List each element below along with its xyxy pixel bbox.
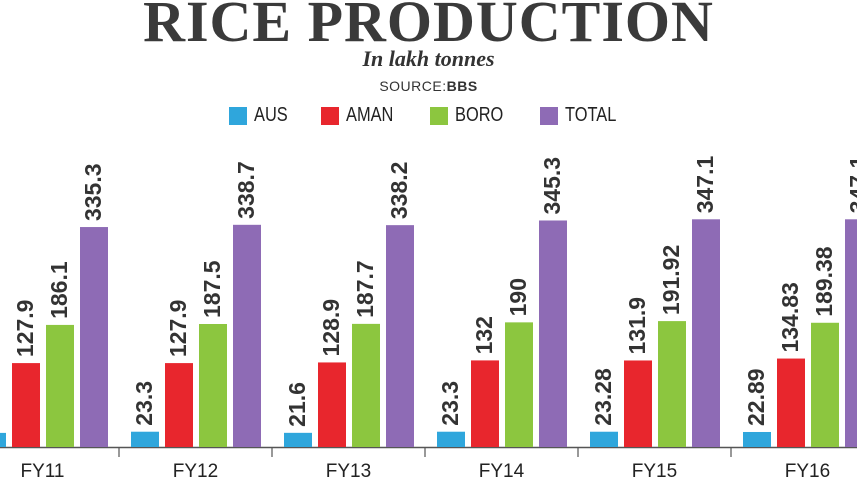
legend-swatch-boro [430, 106, 449, 125]
bar-aus-fy14 [437, 431, 465, 447]
data-label-boro-fy16: 189.38 [811, 246, 837, 317]
bar-aus-fy16 [743, 431, 771, 447]
source-note: SOURCE:BBS [0, 78, 857, 94]
legend-item-aman: AMAN [321, 104, 404, 127]
data-label-aus-fy16: 22.89 [743, 368, 769, 426]
bar-boro-fy13 [352, 323, 380, 447]
bar-total-fy13 [386, 225, 414, 447]
bar-aus-fy13 [284, 432, 312, 447]
data-label-aus-fy12: 23.3 [131, 381, 157, 426]
legend-item-total: TOTAL [540, 104, 628, 127]
category-label: FY15 [632, 461, 677, 482]
bar-total-fy12 [233, 224, 261, 447]
chart-subtitle: In lakh tonnes [362, 46, 495, 71]
legend-swatch-aman [321, 106, 340, 125]
data-label-aus-fy14: 23.3 [437, 381, 463, 426]
source-label: SOURCE: [379, 78, 447, 94]
legend-label-boro: BORO [455, 104, 504, 126]
source-value: BBS [446, 78, 478, 94]
data-label-aman-fy15: 131.9 [624, 297, 650, 355]
data-label-aman-fy13: 128.9 [318, 299, 344, 357]
data-label-total-fy14: 345.3 [539, 157, 565, 215]
bar-boro-fy14 [505, 322, 533, 447]
data-label-aus-fy13: 21.6 [284, 382, 310, 427]
category-label: FY11 [20, 461, 64, 482]
data-label-total-fy13: 338.2 [386, 162, 412, 220]
bar-aman-fy12 [165, 363, 193, 447]
data-label-boro-fy15: 191.92 [658, 245, 684, 315]
bar-boro-fy16 [811, 322, 839, 447]
bar-boro-fy15 [658, 321, 686, 447]
bar-boro-fy12 [199, 324, 227, 447]
legend-swatch-aus [229, 106, 248, 125]
data-label-boro-fy12: 187.5 [199, 260, 225, 318]
data-label-boro-fy13: 187.7 [352, 260, 378, 318]
bar-aus-fy12 [131, 431, 159, 447]
chart-title: RICE PRODUCTION [143, 0, 714, 54]
bar-aman-fy11 [12, 363, 40, 447]
category-label: FY14 [479, 461, 525, 482]
data-label-aman-fy12: 127.9 [165, 300, 191, 358]
legend-label-aus: AUS [254, 104, 289, 126]
data-label-boro-fy14: 190 [505, 278, 531, 316]
legend-label-aman: AMAN [346, 104, 394, 126]
legend-swatch-total [540, 106, 559, 125]
bar-total-fy15 [692, 219, 720, 447]
legend-label-total: TOTAL [565, 104, 617, 126]
data-label-total-fy11: 335.3 [80, 163, 106, 221]
category-label: FY13 [326, 461, 371, 482]
bar-total-fy11 [80, 227, 108, 447]
bar-aman-fy13 [318, 362, 346, 447]
data-label-aus-fy11: 21.5 [0, 382, 4, 427]
legend: AUS AMAN BORO TOTAL [0, 104, 857, 127]
bar-aman-fy16 [777, 358, 805, 447]
bar-aus-fy11 [0, 432, 6, 447]
data-label-total-fy16: 347.1 [845, 156, 857, 214]
data-label-aman-fy16: 134.83 [777, 282, 803, 352]
bar-total-fy16 [845, 219, 857, 447]
data-label-aus-fy15: 23.28 [590, 368, 616, 426]
category-label: FY12 [173, 461, 218, 482]
bar-aus-fy15 [590, 431, 618, 447]
data-label-aman-fy11: 127.9 [12, 300, 38, 358]
data-label-aman-fy14: 132 [471, 316, 497, 354]
category-label: FY16 [785, 461, 830, 482]
legend-item-boro: BORO [430, 104, 514, 127]
legend-item-aus: AUS [229, 104, 295, 127]
data-label-total-fy15: 347.1 [692, 156, 718, 214]
data-label-total-fy12: 338.7 [233, 161, 259, 219]
data-label-boro-fy11: 186.1 [46, 261, 72, 319]
bar-boro-fy11 [46, 324, 74, 447]
bar-aman-fy15 [624, 360, 652, 447]
bar-aman-fy14 [471, 360, 499, 447]
bar-total-fy14 [539, 220, 567, 447]
